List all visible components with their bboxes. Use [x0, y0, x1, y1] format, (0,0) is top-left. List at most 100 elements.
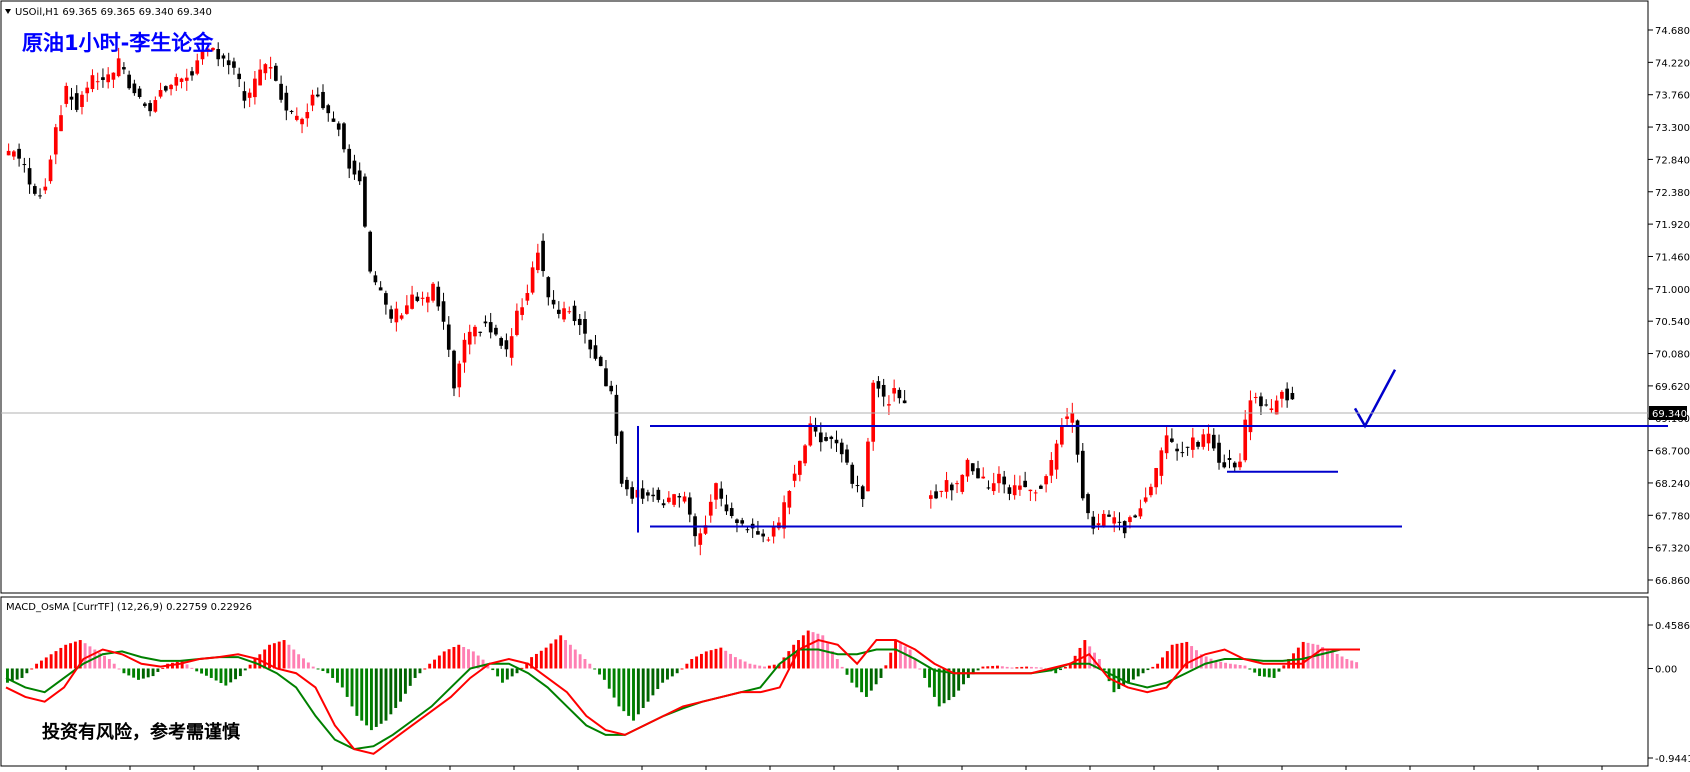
macd-bar	[379, 668, 383, 724]
macd-bar	[462, 646, 466, 669]
candle-body	[761, 533, 765, 537]
macd-bar	[981, 666, 985, 669]
macd-bar	[695, 656, 699, 669]
candle-body	[1133, 515, 1138, 518]
candle-body	[1259, 396, 1263, 407]
candle-body	[263, 64, 268, 74]
candle-body	[347, 148, 352, 169]
macd-bar	[932, 668, 936, 697]
macd-bar	[200, 668, 204, 674]
price-tick-label: 67.320	[1655, 544, 1690, 555]
price-panel[interactable]	[0, 0, 1649, 594]
macd-bar	[316, 668, 320, 670]
candle-body	[1039, 485, 1043, 489]
macd-bar	[248, 664, 252, 669]
candle-body	[756, 531, 760, 535]
macd-bar	[539, 650, 543, 669]
macd-bar	[602, 668, 606, 680]
macd-bar	[617, 668, 621, 707]
candle-body	[1107, 514, 1111, 517]
macd-bar	[496, 668, 500, 677]
candle-body	[740, 520, 745, 524]
macd-bar	[704, 651, 708, 669]
macd-bar	[1243, 665, 1247, 669]
candle-body	[729, 508, 734, 517]
candle-body	[1143, 497, 1148, 502]
macd-bar	[292, 649, 296, 669]
macd-bar	[874, 668, 878, 685]
candle-body	[855, 485, 860, 487]
macd-bar	[1068, 663, 1072, 669]
candle-body	[829, 436, 834, 439]
candle-body	[1238, 461, 1242, 468]
macd-bar	[1214, 660, 1218, 669]
macd-bar	[476, 655, 480, 669]
macd-bar	[928, 668, 931, 688]
indicator-panel[interactable]	[0, 596, 1649, 767]
candle-body	[777, 522, 781, 529]
macd-bar	[1146, 668, 1150, 671]
candle-body	[1096, 523, 1101, 526]
macd-bar	[1204, 656, 1208, 669]
macd-bar	[35, 663, 39, 669]
macd-bar	[219, 668, 223, 684]
macd-bar	[831, 651, 834, 669]
projection-arrow	[1353, 369, 1397, 429]
candle-body	[976, 468, 980, 479]
price-tick-label: 71.000	[1655, 285, 1690, 296]
macd-bar	[942, 668, 946, 704]
candle-body	[619, 431, 624, 484]
macd-bar	[214, 668, 218, 681]
macd-bar	[1156, 663, 1160, 669]
candle-body	[184, 77, 189, 81]
price-axis: 74.680 74.220 73.760 73.300 72.840 72.380 71.9…	[1648, 26, 1690, 587]
candle-body	[546, 277, 551, 298]
macd-bar	[583, 659, 587, 669]
candle-body	[153, 100, 158, 112]
candle-body	[824, 436, 828, 441]
macd-bar	[898, 643, 902, 669]
symbol-menu-icon[interactable]	[5, 9, 11, 14]
candle-body	[1018, 485, 1022, 490]
macd-bar	[311, 666, 315, 669]
macd-bar	[733, 657, 737, 669]
candle-body	[551, 299, 556, 305]
macd-bar	[564, 640, 568, 669]
macd-bar	[355, 668, 359, 716]
candle-body	[38, 195, 42, 197]
candle-body	[336, 123, 341, 130]
macd-bar	[952, 668, 956, 697]
macd-bar	[20, 668, 24, 678]
macd-bar	[452, 646, 456, 669]
candle-body	[310, 94, 315, 106]
macd-bar	[1345, 659, 1349, 669]
macd-bar	[947, 668, 951, 701]
macd-bar	[447, 649, 451, 669]
candle-body	[1128, 517, 1132, 523]
macd-bar	[137, 668, 140, 680]
macd-bar	[1306, 642, 1310, 669]
macd-bar	[1316, 644, 1320, 669]
candle-body	[95, 81, 100, 83]
macd-bar	[1161, 657, 1164, 669]
price-tick-label: 66.860	[1655, 576, 1690, 587]
macd-bar	[1350, 660, 1354, 669]
candle-body	[609, 385, 614, 392]
candle-body	[158, 90, 163, 97]
candle-body	[1159, 450, 1164, 476]
macd-tick-label: 0.45864	[1655, 621, 1690, 632]
candle-body	[661, 503, 666, 506]
candle-body	[389, 309, 393, 319]
candle-body	[326, 105, 331, 114]
macd-bar	[884, 665, 888, 669]
price-tick-label: 67.780	[1655, 511, 1690, 522]
macd-bar	[1219, 661, 1223, 669]
candle-body	[190, 71, 194, 76]
candle-body	[64, 85, 69, 104]
candle-body	[646, 492, 650, 496]
candle-body	[1264, 404, 1269, 406]
macd-bar	[797, 640, 800, 669]
macd-bar	[1063, 666, 1067, 669]
macd-bar	[1233, 664, 1237, 669]
